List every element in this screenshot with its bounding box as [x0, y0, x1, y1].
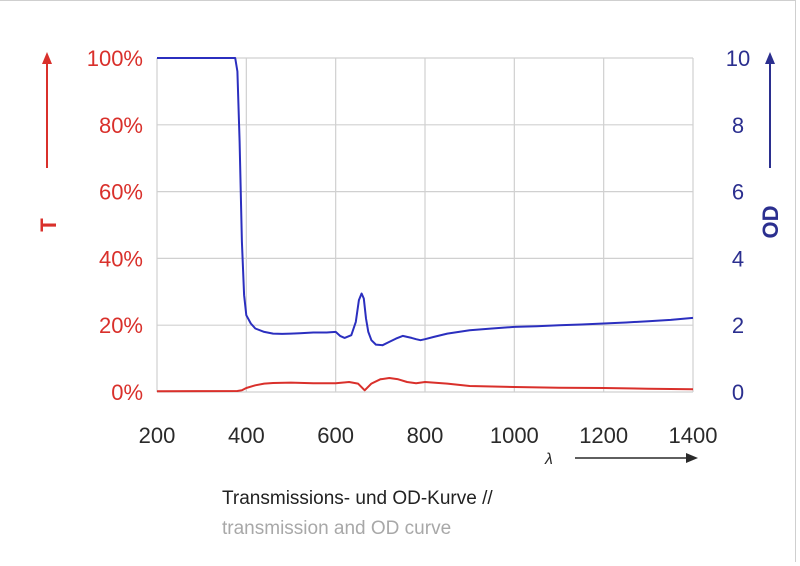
series-line-od	[157, 57, 694, 347]
grid	[156, 57, 694, 393]
left-tick-label: 100%	[87, 46, 143, 71]
caption-line-1: Transmissions- und OD-Kurve //	[222, 488, 493, 509]
left-tick-label: 20%	[99, 313, 143, 338]
right-tick-label: 0	[732, 380, 744, 405]
right-axis-arrowhead	[765, 52, 775, 64]
series-layer	[156, 57, 694, 393]
x-tick-label: 1400	[669, 423, 718, 448]
right-tick-label: 2	[732, 313, 744, 338]
x-axis-title: λ	[544, 451, 553, 468]
x-tick-label: 1000	[490, 423, 539, 448]
series-line-t	[156, 377, 694, 393]
left-tick-label: 60%	[99, 180, 143, 205]
x-tick-label: 400	[228, 423, 265, 448]
right-tick-label: 8	[732, 113, 744, 138]
right-tick-label: 4	[732, 246, 744, 271]
x-axis-arrowhead	[686, 453, 698, 463]
left-axis-title: T	[36, 218, 61, 232]
left-tick-label: 0%	[111, 380, 143, 405]
ticks: 200 400 600 800 1000 1200 1400 0% 20% 40% 60% 80% 10…	[87, 46, 751, 448]
left-tick-label: 80%	[99, 113, 143, 138]
right-axis-title: OD	[758, 206, 783, 239]
right-tick-label: 6	[732, 180, 744, 205]
x-tick-label: 600	[317, 423, 354, 448]
caption-line-2: transmission and OD curve	[222, 518, 452, 539]
x-tick-label: 200	[139, 423, 176, 448]
right-tick-label: 10	[726, 46, 750, 71]
left-tick-label: 40%	[99, 246, 143, 271]
x-tick-label: 1200	[579, 423, 628, 448]
x-tick-label: 800	[407, 423, 444, 448]
left-axis-arrowhead	[42, 52, 52, 64]
